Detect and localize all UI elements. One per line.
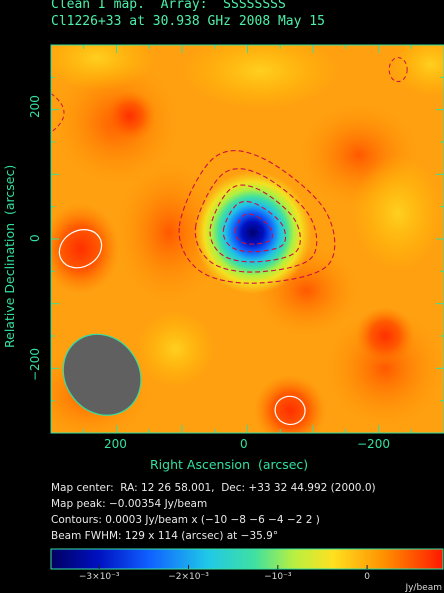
x-axis-label: Right Ascension (arcsec) (150, 457, 309, 472)
negative-contour (388, 57, 408, 83)
positive-contour (274, 395, 306, 425)
negative-contour (194, 168, 318, 273)
intensity-blob (326, 310, 444, 427)
intensity-blob (391, 45, 444, 97)
negative-contour (209, 184, 301, 263)
colorbar-unit: Jy/beam (404, 583, 442, 593)
y-axis-label: Relative Declination (arcsec) (2, 164, 17, 348)
intensity-blob (51, 45, 156, 91)
decrement-core (193, 171, 312, 294)
beam-layer (62, 333, 142, 416)
colorbar-tick-label: −2×10⁻³ (168, 572, 209, 582)
tick-marks (50, 44, 444, 434)
intensity-blob (103, 90, 156, 142)
intensity-map (51, 45, 444, 433)
intensity-blob (51, 203, 120, 294)
negative-contour (222, 200, 287, 253)
x-tick-label: 0 (240, 437, 248, 451)
map-center-note: Map center: RA: 12 26 58.001, Dec: +33 3… (51, 482, 376, 494)
negative-contour (234, 213, 273, 245)
intensity-blob (254, 374, 327, 433)
positive-contour (58, 229, 103, 269)
colorbar: −3×10⁻³ −2×10⁻³ −10⁻³ 0 Jy/beam (50, 548, 444, 593)
beam-note: Beam FWHM: 129 x 114 (arcsec) at −35.9° (51, 530, 279, 542)
y-tick-label: 0 (28, 234, 42, 242)
colorbar-tick-label: −10⁻³ (264, 572, 292, 582)
intensity-blob (182, 45, 340, 110)
map-peak-note: Map peak: −0.00354 Jy/beam (51, 498, 208, 510)
colorbar-gradient (50, 548, 444, 570)
y-tick-label: 200 (28, 95, 42, 118)
intensity-blob (116, 161, 222, 304)
contour-layer (51, 57, 408, 425)
contours-note: Contours: 0.0003 Jy/beam x (−10 −8 −6 −4… (51, 514, 320, 526)
beam-ellipse (62, 333, 142, 416)
plot-title-line2: Cl1226+33 at 30.938 GHz 2008 May 15 (51, 14, 325, 29)
colorbar-tick-label: 0 (364, 572, 370, 582)
negative-contour (51, 93, 65, 133)
negative-contour (178, 150, 336, 284)
x-tick-label: 200 (104, 437, 127, 451)
y-tick-label: −200 (28, 348, 42, 381)
intensity-blob (136, 310, 215, 388)
plot-title-line1: Clean I map. Array: SSSSSSSS (51, 0, 286, 12)
intensity-blob (352, 154, 444, 272)
colorbar-tick-label: −3×10⁻³ (79, 572, 120, 582)
x-tick-label: −200 (357, 437, 390, 451)
intensity-blob (355, 306, 415, 366)
